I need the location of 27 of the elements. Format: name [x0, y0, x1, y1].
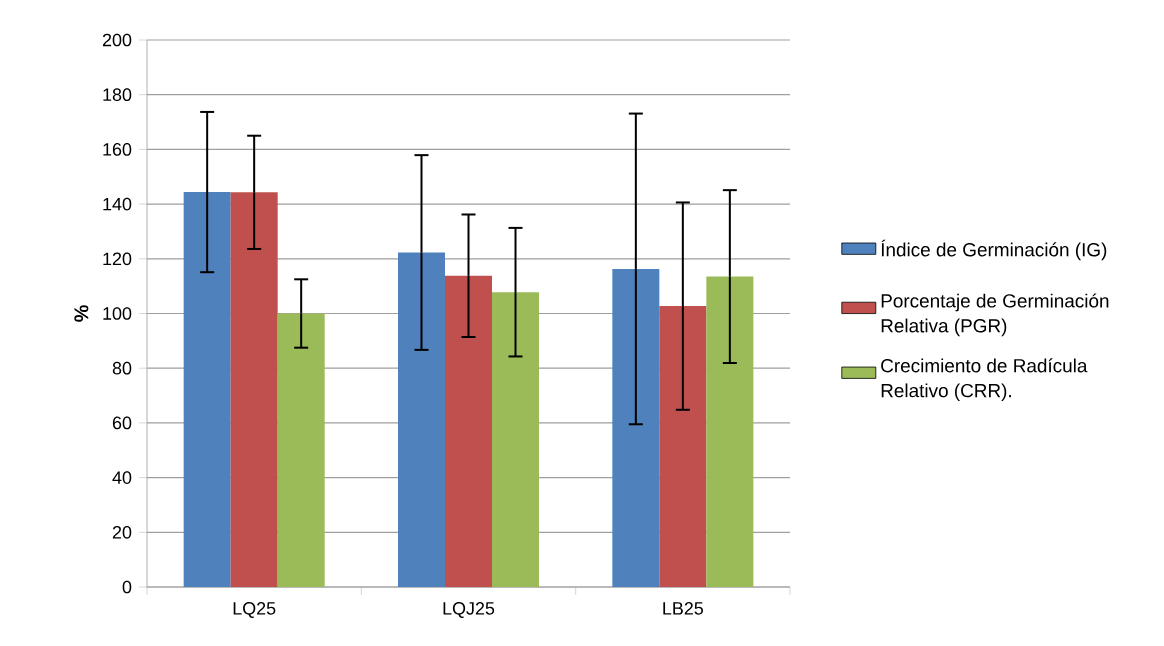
- bar: [445, 275, 492, 587]
- y-tick-label: 0: [122, 580, 132, 594]
- x-tick-label: LQ25: [233, 602, 276, 618]
- y-tick-label: 100: [103, 307, 132, 320]
- y-tick-label: 80: [112, 361, 132, 375]
- y-tick-label: 40: [112, 471, 132, 484]
- legend-label: Porcentaje de Germinación Relativa (PGR): [881, 293, 1109, 337]
- y-tick-label: 140: [103, 197, 132, 211]
- bar: [398, 252, 445, 587]
- y-tick-label: 180: [103, 88, 132, 102]
- y-tick-label: 120: [103, 252, 132, 266]
- bar: [612, 268, 660, 587]
- x-tick-label: LB25: [663, 602, 704, 615]
- y-tick-label: 200: [102, 33, 132, 47]
- x-tick-label: LQJ25: [443, 602, 495, 618]
- bar: [659, 306, 707, 587]
- y-tick-label: 60: [112, 416, 132, 430]
- bar: [183, 192, 231, 587]
- y-tick-label: 20: [112, 525, 132, 539]
- legend-label: Crecimiento de Radícula Relativo (CRR).: [881, 358, 1088, 402]
- y-axis-title: %: [74, 305, 89, 322]
- bar: [230, 192, 278, 587]
- y-tick-label: 160: [103, 143, 132, 156]
- bar: [492, 292, 540, 587]
- legend-label: Índice de Germinación (IG): [881, 239, 1107, 261]
- bar: [706, 276, 754, 587]
- bar: [277, 313, 325, 587]
